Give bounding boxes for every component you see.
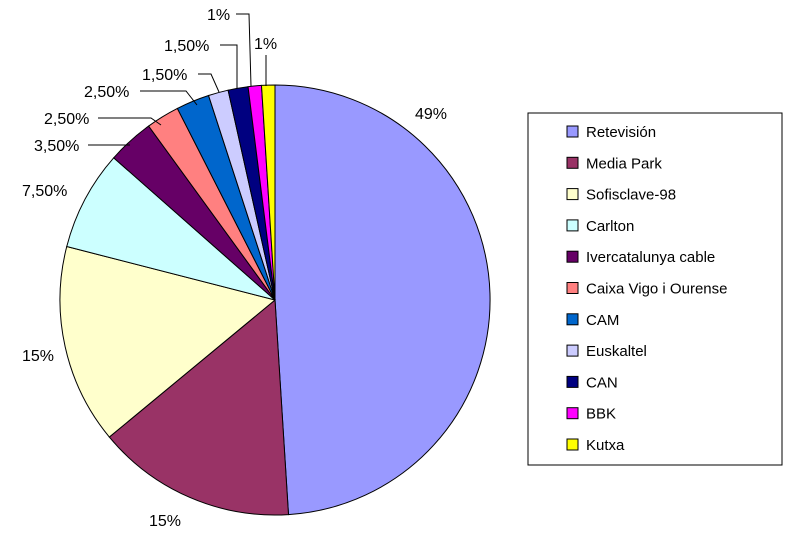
slice-label-retevision: 49% — [415, 106, 447, 123]
slice-label-cam: 2,50% — [84, 84, 129, 101]
pie-slice-kutxa — [260, 84, 276, 301]
legend-swatch-kutxa — [566, 438, 579, 451]
pie-slice-carlton — [66, 157, 276, 301]
legend-swatch-ivercatalunya-cable — [566, 250, 579, 263]
legend-swatch-caixa-vigo-i-ourense — [566, 282, 579, 294]
legend-swatch-sofisclave-98 — [566, 188, 579, 201]
legend-label-sofisclave-98: Sofisclave-98 — [586, 187, 676, 204]
legend-label-kutxa: Kutxa — [586, 437, 625, 454]
legend-label-can: CAN — [586, 374, 618, 391]
legend-label-bbk: BBK — [586, 406, 616, 423]
legend-swatch-retevision — [566, 125, 579, 138]
slice-label-ivercatalunya-cable: 3,50% — [34, 138, 79, 155]
legend-label-retevision: Retevisión — [586, 124, 656, 141]
slice-label-carlton: 7,50% — [22, 183, 67, 200]
legend-swatch-euskaltel — [566, 344, 579, 357]
slice-label-caixa-vigo-i-ourense: 2,50% — [44, 111, 89, 128]
leader-line-bbk — [236, 13, 252, 87]
legend-swatch-cam — [566, 313, 579, 326]
legend-label-media-park: Media Park — [586, 155, 662, 172]
pie-slice-retevision — [274, 84, 491, 516]
slice-label-euskaltel: 1,50% — [142, 67, 187, 84]
legend-label-euskaltel: Euskaltel — [586, 343, 647, 360]
legend-swatch-media-park — [566, 156, 579, 169]
legend-label-carlton: Carlton — [586, 218, 634, 235]
legend-swatch-can — [566, 375, 579, 388]
legend-label-ivercatalunya-cable: Ivercatalunya cable — [586, 249, 715, 266]
pie-slice-media-park — [108, 298, 290, 516]
slice-label-sofisclave-98: 15% — [22, 348, 54, 365]
legend-label-cam: CAM — [586, 312, 619, 329]
pie-slice-sofisclave-98 — [59, 245, 277, 438]
legend-swatch-carlton — [566, 219, 579, 232]
slice-label-kutxa: 1% — [254, 36, 277, 53]
leader-line-cam — [140, 90, 198, 106]
leader-line-euskaltel — [198, 73, 220, 93]
leader-line-caixa-vigo-i-ourense — [98, 117, 162, 126]
legend-swatch-bbk — [566, 407, 579, 420]
slice-label-media-park: 15% — [149, 513, 181, 530]
legend-label-caixa-vigo-i-ourense: Caixa Vigo i Ourense — [586, 281, 727, 298]
slice-labels: 49% 15% 15% 7,50% 3,50% 2,50% 2,50% 1,50% 1,50% 1… — [22, 7, 447, 530]
slice-label-can: 1,50% — [164, 38, 209, 55]
slice-label-bbk: 1% — [207, 7, 230, 24]
legend: Retevisión Media Park Sofisclave-98 Carlton… — [527, 112, 783, 466]
leader-line-can — [220, 44, 238, 88]
pie-slices — [59, 84, 491, 516]
leader-lines — [88, 13, 267, 146]
